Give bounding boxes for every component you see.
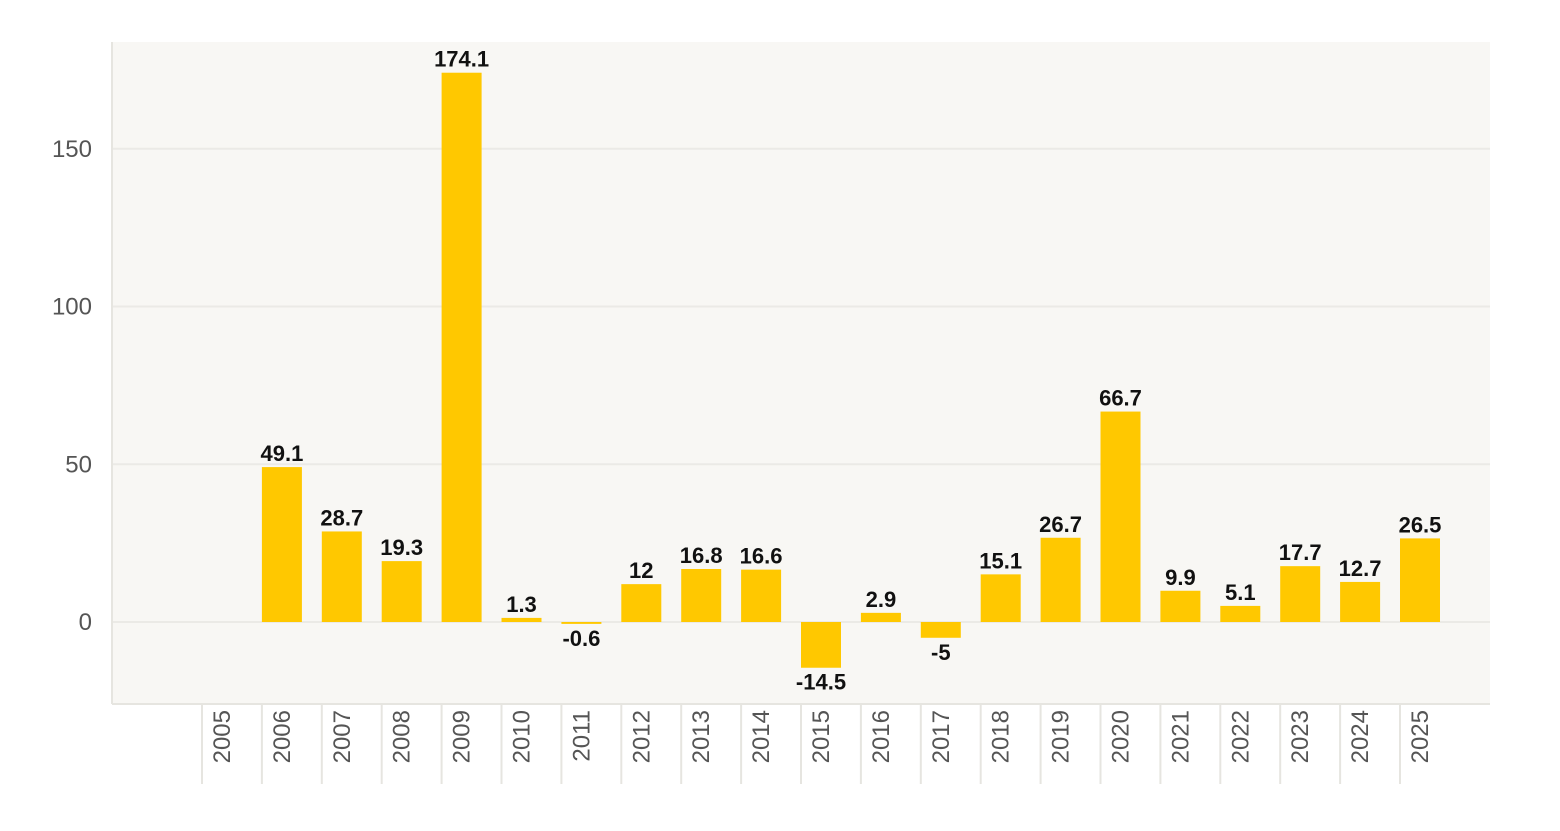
data-label: -14.5 [796, 670, 846, 695]
bar [1220, 605, 1261, 622]
x-tick-label: 2010 [509, 710, 536, 763]
bar [621, 584, 662, 622]
bar [381, 561, 422, 622]
bar [1400, 538, 1440, 622]
y-tick-label: 50 [65, 451, 92, 478]
x-tick-label: 2020 [1108, 710, 1135, 763]
bar [321, 531, 362, 622]
data-label: 9.9 [1165, 565, 1196, 590]
data-label: 16.8 [680, 543, 723, 568]
x-tick-label: 2015 [808, 710, 835, 763]
data-label: -5 [931, 640, 951, 665]
data-label: 12.7 [1339, 556, 1382, 581]
data-labels: 49.1 28.7 19.3 174.1 1.3 -0.6 12 16.8 16.6 -14.5 2… [260, 47, 1441, 695]
data-label: 28.7 [320, 505, 363, 530]
data-label: 1.3 [506, 592, 537, 617]
x-tick-label: 2022 [1227, 710, 1254, 763]
x-tick-label: 2009 [449, 710, 476, 763]
y-tick-labels: 0 50 100 150 [52, 136, 92, 636]
bar [1280, 566, 1321, 622]
data-label: 15.1 [979, 548, 1022, 573]
x-tick-label: 2019 [1048, 710, 1075, 763]
x-tick-label: 2021 [1167, 710, 1194, 763]
bar [561, 622, 602, 624]
y-tick-label: 0 [79, 609, 92, 636]
data-label: 174.1 [434, 47, 489, 72]
data-label: 19.3 [380, 535, 423, 560]
x-tick-label: 2014 [748, 710, 775, 763]
x-tick-label: 2023 [1287, 710, 1314, 763]
bar [1340, 581, 1381, 622]
x-tick-label: 2012 [628, 710, 655, 763]
x-tick-label: 2024 [1347, 710, 1374, 763]
data-label: 17.7 [1279, 540, 1322, 565]
data-label: 26.5 [1399, 512, 1442, 537]
bars [261, 72, 1440, 668]
bar [1160, 590, 1201, 622]
bar [860, 612, 901, 622]
x-tick-label: 2005 [209, 710, 236, 763]
bar [261, 467, 302, 622]
x-tick-label: 2018 [988, 710, 1015, 763]
x-tick-label: 2017 [928, 710, 955, 763]
bar [681, 568, 722, 622]
x-tick-label: 2013 [688, 710, 715, 763]
data-label: -0.6 [562, 626, 600, 651]
bar [441, 72, 482, 623]
data-label: 12 [629, 558, 653, 583]
x-tick-label: 2025 [1407, 710, 1434, 763]
y-tick-label: 100 [52, 294, 92, 321]
x-tick-label: 2016 [868, 710, 895, 763]
bar [501, 617, 542, 622]
bar [1040, 537, 1081, 622]
x-tick-labels: 2005 2006 2007 2008 2009 2010 2011 2012 2013 2014… [201, 704, 1434, 784]
data-label: 49.1 [260, 441, 303, 466]
data-label: 16.6 [740, 544, 783, 569]
bar [1100, 411, 1141, 622]
x-tick-label: 2006 [269, 710, 296, 763]
bar [920, 622, 961, 638]
data-label: 26.7 [1039, 512, 1082, 537]
bar [741, 569, 782, 622]
bar [980, 574, 1021, 622]
y-tick-label: 150 [52, 136, 92, 163]
bar [801, 622, 841, 668]
data-label: 66.7 [1099, 386, 1142, 411]
x-tick-label: 2007 [329, 710, 356, 763]
x-tick-label: 2008 [389, 710, 416, 763]
x-tick-label: 2011 [568, 710, 595, 762]
data-label: 5.1 [1225, 580, 1256, 605]
data-label: 2.9 [866, 587, 897, 612]
